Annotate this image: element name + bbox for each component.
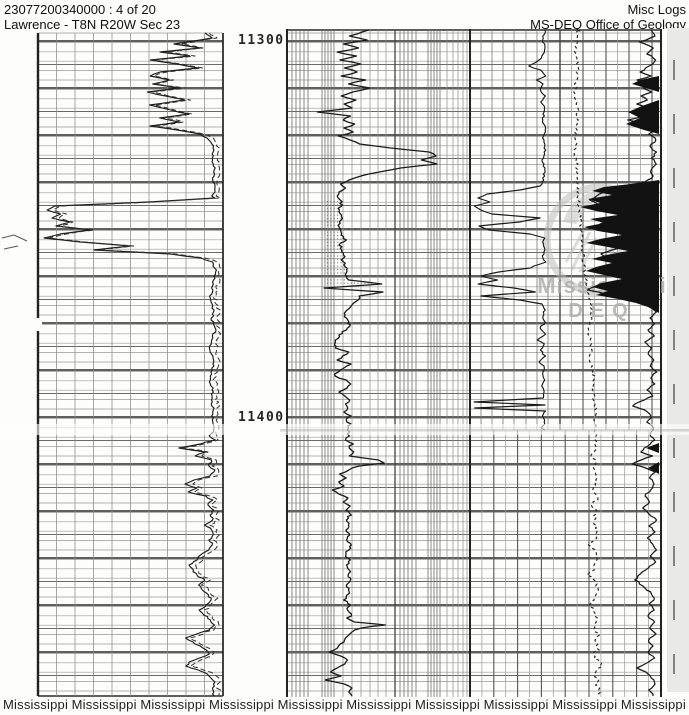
agency-text: MS-DEQ Office of Geology — [530, 17, 686, 32]
depth-label-upper: 11300 — [238, 33, 285, 48]
depth-label-lower: 11400 — [238, 410, 285, 425]
header-left: 23077200340000 : 4 of 20 Lawrence - T8N … — [4, 2, 180, 32]
log-type-text: Misc Logs — [627, 2, 686, 17]
footer-mississippi-text: Mississippi — [277, 696, 343, 712]
footer-mississippi-text: Mississippi — [552, 696, 618, 712]
footer-mississippi-text: Mississippi — [483, 696, 549, 712]
log-curves — [43, 29, 659, 697]
footer-mississippi-text: Mississippi — [71, 696, 137, 712]
header-right: Misc Logs MS-DEQ Office of Geology — [530, 2, 686, 32]
watermark-deq-text: DEQ — [568, 300, 635, 322]
log-grid — [36, 29, 662, 697]
footer-mississippi-text: Mississippi — [208, 696, 275, 712]
footer-mississippi-text: Mississippi — [346, 696, 412, 712]
well-id-text: 23077200340000 : 4 of 20 — [4, 2, 156, 17]
footer-watermark-row: Mississippi Mississippi Mississippi Mississ… — [3, 694, 686, 714]
footer-mississippi-text: Mississippi — [140, 696, 206, 712]
footer-mississippi-text: Mississippi — [3, 696, 69, 712]
well-location-text: Lawrence - T8N R20W Sec 23 — [4, 17, 181, 32]
scan-artifacts — [0, 28, 689, 700]
footer-mississippi-text: Mississippi — [620, 696, 686, 712]
footer-mississippi-text: Mississippi — [414, 696, 480, 712]
